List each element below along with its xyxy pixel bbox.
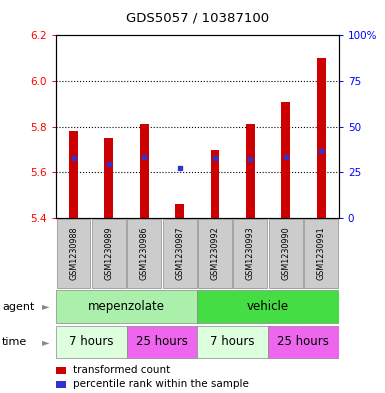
Bar [269,219,303,288]
Bar [162,219,197,288]
Bar [56,326,127,358]
Text: mepenzolate: mepenzolate [88,300,165,313]
Bar [197,326,268,358]
Bar [92,219,126,288]
Text: 7 hours: 7 hours [211,335,255,349]
Bar [268,326,339,358]
Bar [127,219,161,288]
Bar [57,219,90,288]
Text: GSM1230988: GSM1230988 [69,227,78,280]
Bar [127,326,197,358]
Bar [197,290,339,323]
Bar [233,219,267,288]
Bar [198,219,232,288]
Text: 25 hours: 25 hours [278,335,329,349]
Text: agent: agent [2,301,34,312]
Text: ►: ► [42,301,50,312]
Bar [56,367,66,374]
Text: transformed count: transformed count [73,365,170,375]
Text: GSM1230986: GSM1230986 [140,227,149,280]
Text: 25 hours: 25 hours [136,335,188,349]
Text: GSM1230991: GSM1230991 [316,227,326,280]
Text: GSM1230993: GSM1230993 [246,227,255,280]
Text: ►: ► [42,337,50,347]
Bar [317,58,326,218]
Text: percentile rank within the sample: percentile rank within the sample [73,379,249,389]
Text: GSM1230989: GSM1230989 [104,227,114,280]
Text: GSM1230992: GSM1230992 [211,227,219,280]
Text: time: time [2,337,27,347]
Bar [56,381,66,387]
Bar [246,125,255,218]
Text: vehicle: vehicle [247,300,289,313]
Bar [140,125,149,218]
Bar [104,138,113,218]
Text: GSM1230987: GSM1230987 [175,227,184,280]
Bar [56,290,197,323]
Text: GSM1230990: GSM1230990 [281,227,290,280]
Bar [211,150,219,218]
Text: GDS5057 / 10387100: GDS5057 / 10387100 [126,12,269,25]
Bar [175,204,184,218]
Bar [281,102,290,218]
Text: 7 hours: 7 hours [69,335,114,349]
Bar [69,131,78,218]
Bar [304,219,338,288]
